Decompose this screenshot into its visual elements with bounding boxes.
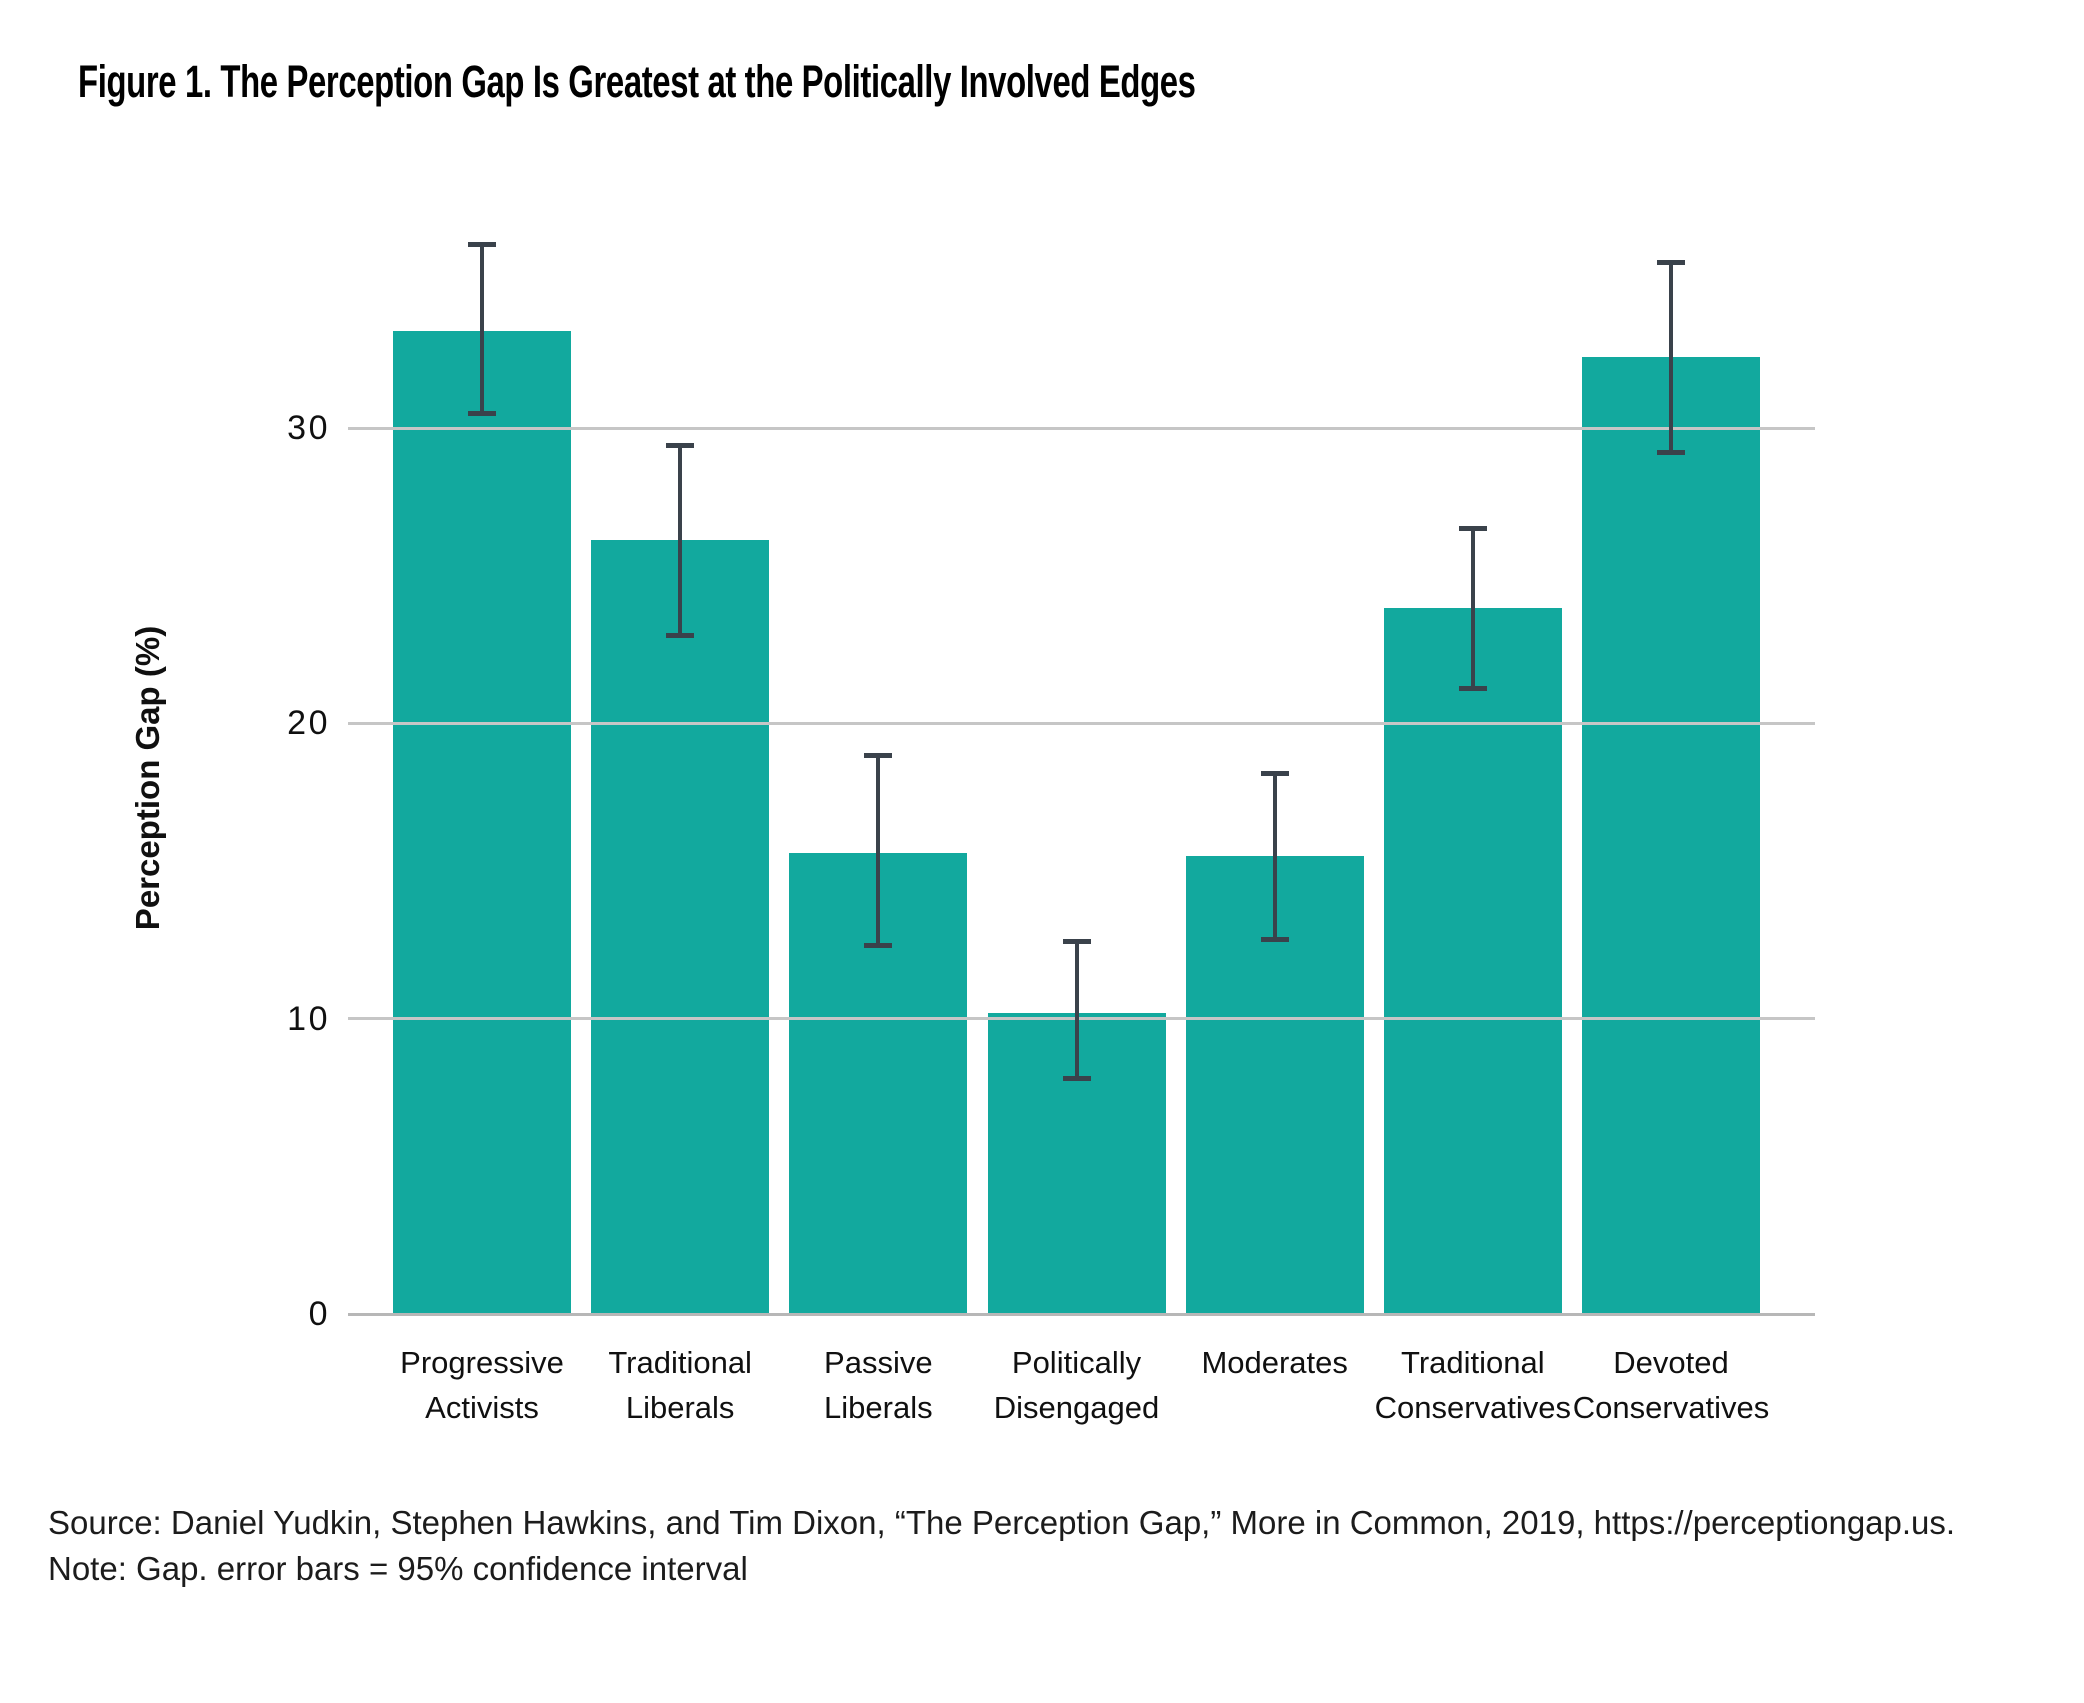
y-tick-label-10: 10 <box>287 999 330 1038</box>
error-bar-cap-bottom <box>1062 1075 1091 1081</box>
x-tick-label-traditional-liberals: Traditional Liberals <box>540 1340 820 1430</box>
error-bar-line <box>1669 259 1674 455</box>
error-bar-cap-top <box>468 242 496 248</box>
x-tick-label-line: Liberals <box>824 1390 933 1425</box>
error-bar-cap-top <box>1260 770 1289 776</box>
x-tick-label-line: Traditional <box>1401 1345 1545 1380</box>
x-tick-label-devoted-conservatives: Devoted Conservatives <box>1531 1340 1811 1430</box>
gridline-10 <box>348 1017 1815 1021</box>
error-bar-cap-bottom <box>864 942 893 948</box>
error-bar-politically-disengaged <box>1062 938 1091 1081</box>
x-tick-label-line: Conservatives <box>1374 1390 1572 1425</box>
error-bar-line <box>1074 938 1079 1081</box>
y-tick-label-0: 0 <box>308 1295 330 1333</box>
x-tick-label-line: Progressive <box>400 1345 564 1380</box>
error-bar-line <box>1272 770 1277 942</box>
x-tick-label-politically-disengaged: Politically Disengaged <box>937 1340 1217 1430</box>
error-bar-cap-bottom <box>468 411 496 417</box>
bar-devoted-conservatives <box>1582 357 1761 1314</box>
x-tick-label-line: Conservatives <box>1572 1390 1770 1425</box>
y-axis-title: Perception Gap (%) <box>129 625 166 931</box>
error-bar-cap-top <box>666 442 695 448</box>
error-bar-cap-top <box>1657 259 1686 265</box>
error-bar-cap-top <box>1062 938 1091 944</box>
error-bar-cap-top <box>864 752 893 758</box>
gridline-20 <box>348 721 1815 725</box>
bar-traditional-conservatives <box>1383 608 1562 1314</box>
error-bar-cap-bottom <box>1458 685 1487 691</box>
error-bar-traditional-liberals <box>666 442 695 638</box>
error-bar-line <box>480 242 484 417</box>
plot-area <box>348 150 1815 1316</box>
note-text: Note: Gap. error bars = 95% confidence i… <box>48 1550 748 1587</box>
error-bar-line <box>678 442 683 638</box>
x-tick-label-line: Disengaged <box>993 1390 1160 1425</box>
error-bar-moderates <box>1260 770 1289 942</box>
x-tick-label-moderates: Moderates <box>1135 1340 1415 1385</box>
error-bar-passive-liberals <box>864 752 893 948</box>
x-tick-label-line: Activists <box>425 1390 539 1425</box>
error-bar-cap-top <box>1458 525 1487 531</box>
x-tick-label-traditional-conservatives: Traditional Conservatives <box>1333 1340 1613 1430</box>
error-bar-devoted-conservatives <box>1657 259 1686 455</box>
x-tick-label-passive-liberals: Passive Liberals <box>738 1340 1018 1430</box>
x-tick-label-line: Moderates <box>1201 1345 1348 1380</box>
x-tick-label-line: Traditional <box>608 1345 752 1380</box>
error-bar-cap-bottom <box>1657 449 1686 455</box>
error-bar-cap-bottom <box>1260 936 1289 942</box>
error-bar-traditional-conservatives <box>1458 525 1487 691</box>
x-tick-label-line: Politically <box>1011 1345 1142 1380</box>
error-bar-line <box>1470 525 1475 691</box>
x-tick-label-line: Passive <box>824 1345 933 1380</box>
error-bar-progressive-activists <box>468 242 496 417</box>
x-tick-label-line: Devoted <box>1613 1345 1729 1380</box>
gridline-30 <box>348 426 1815 430</box>
y-tick-label-20: 20 <box>287 704 330 743</box>
x-tick-label-line: Liberals <box>625 1390 735 1425</box>
figure-title: Figure 1. The Perception Gap Is Greatest… <box>78 56 1196 107</box>
error-bar-line <box>876 752 881 948</box>
bar-progressive-activists <box>393 330 571 1314</box>
figure-footer: Source: Daniel Yudkin, Stephen Hawkins, … <box>48 1500 1955 1592</box>
x-axis-line <box>348 1312 1815 1316</box>
bar-traditional-liberals <box>591 540 770 1314</box>
error-bar-cap-bottom <box>666 632 695 638</box>
x-tick-label-progressive-activists: Progressive Activists <box>342 1340 622 1430</box>
source-text: Source: Daniel Yudkin, Stephen Hawkins, … <box>48 1504 1956 1541</box>
y-tick-label-30: 30 <box>287 409 330 448</box>
